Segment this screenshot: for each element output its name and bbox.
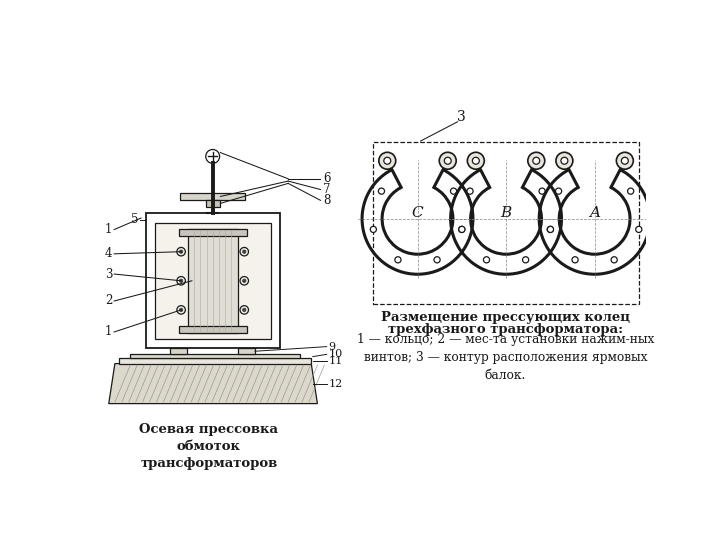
Circle shape (539, 188, 545, 194)
Text: 12: 12 (328, 379, 343, 389)
Circle shape (444, 157, 451, 164)
Circle shape (636, 226, 642, 233)
Circle shape (177, 247, 185, 256)
Text: 9: 9 (328, 342, 336, 352)
Circle shape (611, 256, 617, 263)
Circle shape (179, 250, 183, 253)
Text: 4: 4 (105, 247, 112, 260)
Circle shape (243, 250, 246, 253)
Text: 1: 1 (105, 326, 112, 339)
Bar (188, 229, 238, 333)
Text: Размещение прессующих колец: Размещение прессующих колец (381, 311, 630, 324)
Circle shape (243, 308, 246, 312)
Circle shape (459, 226, 465, 233)
Circle shape (467, 188, 473, 194)
Circle shape (523, 256, 528, 263)
Text: 11: 11 (328, 356, 343, 366)
Circle shape (240, 276, 248, 285)
Circle shape (556, 152, 573, 169)
Circle shape (240, 247, 248, 256)
Circle shape (561, 157, 568, 164)
Text: Осевая прессовка
обмоток
трансформаторов: Осевая прессовка обмоток трансформаторов (140, 423, 279, 470)
Circle shape (177, 306, 185, 314)
Text: 8: 8 (323, 194, 330, 207)
Circle shape (379, 152, 396, 169)
Circle shape (395, 256, 401, 263)
Bar (179, 326, 248, 333)
Circle shape (556, 188, 562, 194)
Circle shape (179, 308, 183, 312)
Text: 10: 10 (328, 349, 343, 359)
Text: 7: 7 (323, 183, 330, 196)
Text: C: C (412, 206, 423, 220)
Polygon shape (109, 363, 318, 403)
Circle shape (621, 157, 629, 164)
Circle shape (472, 157, 480, 164)
Bar (130, 354, 300, 358)
Circle shape (616, 152, 634, 169)
Circle shape (547, 226, 554, 233)
Text: трехфазного трансформатора:: трехфазного трансформатора: (388, 323, 623, 336)
Circle shape (379, 188, 384, 194)
Circle shape (177, 276, 185, 285)
Circle shape (434, 256, 440, 263)
Bar (238, 348, 255, 354)
Circle shape (439, 152, 456, 169)
Text: 6: 6 (323, 172, 330, 185)
Text: B: B (500, 206, 512, 220)
Bar (206, 200, 220, 207)
Circle shape (243, 279, 246, 282)
Text: A: A (589, 206, 600, 220)
Circle shape (547, 226, 553, 233)
Circle shape (179, 279, 183, 282)
Circle shape (459, 226, 465, 233)
Text: 3: 3 (105, 267, 112, 281)
Circle shape (451, 188, 456, 194)
Circle shape (384, 157, 391, 164)
Bar (373, 142, 639, 303)
Text: 2: 2 (105, 294, 112, 307)
Circle shape (528, 152, 545, 169)
Bar (145, 213, 281, 348)
Circle shape (483, 256, 490, 263)
Text: 1 — кольцо; 2 — мес-та установки нажим-ных
винтов; 3 — контур расположения ярмов: 1 — кольцо; 2 — мес-та установки нажим-н… (356, 333, 654, 382)
Circle shape (240, 306, 248, 314)
Circle shape (628, 188, 634, 194)
Text: 1: 1 (105, 223, 112, 236)
Circle shape (370, 226, 377, 233)
Circle shape (206, 150, 220, 164)
Bar (119, 358, 311, 363)
Text: 3: 3 (457, 110, 466, 124)
Bar (179, 229, 248, 236)
Bar (155, 222, 271, 339)
Circle shape (467, 152, 485, 169)
Bar (180, 193, 245, 200)
Circle shape (533, 157, 540, 164)
Bar (171, 348, 187, 354)
Circle shape (572, 256, 578, 263)
Text: 5: 5 (130, 213, 138, 226)
